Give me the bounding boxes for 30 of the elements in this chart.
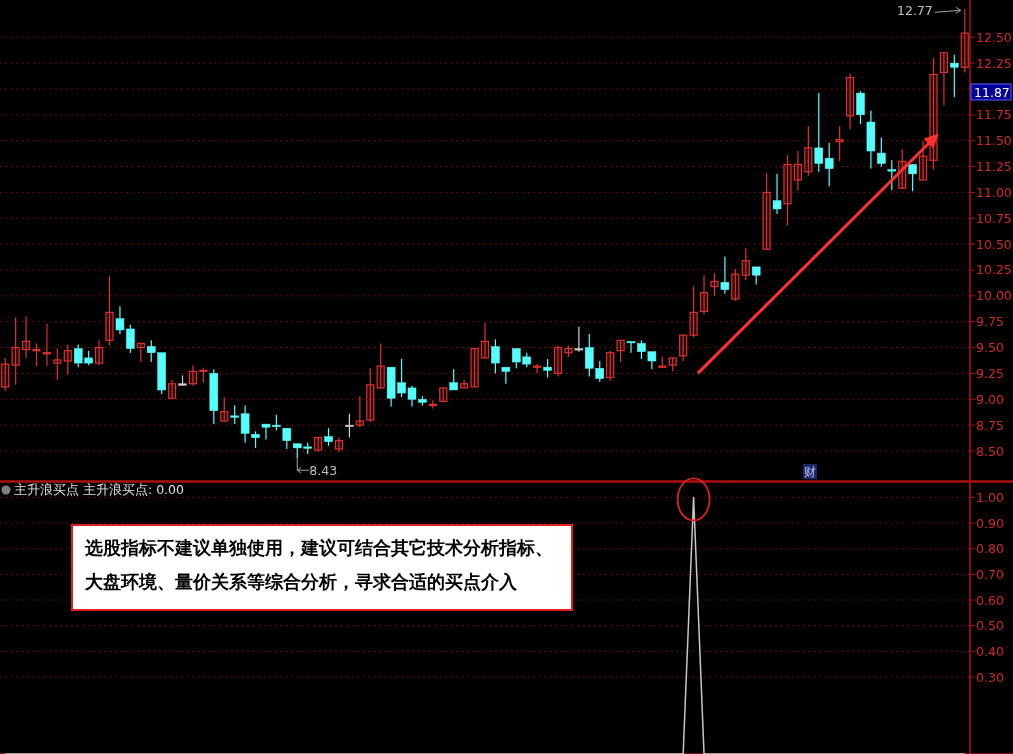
y-tick-label: 10.50: [976, 236, 1012, 252]
y-tick-label: 8.75: [976, 417, 1004, 433]
y-tick-label: 1.00: [976, 489, 1004, 505]
y-tick-label: 11.50: [976, 133, 1012, 149]
y-tick-label: 12.50: [976, 29, 1012, 45]
chart-title: 主升浪买点 主升浪买点: 0.00: [14, 482, 185, 497]
annotation: 8.43: [309, 463, 338, 479]
y-tick-label: 0.60: [976, 592, 1004, 608]
annotation: 12.77: [896, 3, 933, 19]
y-tick-label: 8.50: [976, 443, 1004, 459]
text: 11.87: [974, 85, 1010, 100]
annotation: 财: [804, 465, 816, 479]
annotation: 选股指标不建议单独使用，建议可结合其它技术分析指标、大盘环境、量价关系等综合分析，寻求合适的买点介入: [84, 537, 553, 592]
y-tick-label: 11.00: [976, 184, 1012, 200]
y-tick-label: 10.00: [976, 288, 1012, 304]
y-tick-label: 0.30: [976, 669, 1004, 685]
y-tick-label: 9.25: [976, 365, 1004, 381]
y-tick-label: 10.25: [976, 262, 1012, 278]
y-tick-label: 10.75: [976, 210, 1012, 226]
y-tick-label: 12.25: [976, 55, 1012, 71]
y-tick-label: 9.00: [976, 391, 1004, 407]
y-tick-label: 9.50: [976, 340, 1004, 356]
y-tick-label: 0.50: [976, 618, 1004, 634]
y-tick-label: 11.25: [976, 159, 1012, 175]
y-tick-label: 0.80: [976, 541, 1004, 557]
y-tick-label: 0.90: [976, 515, 1004, 531]
y-tick-label: 11.75: [976, 107, 1012, 123]
y-tick-label: 0.70: [976, 566, 1004, 582]
y-tick-label: 9.75: [976, 314, 1004, 330]
y-tick-label: 0.40: [976, 643, 1004, 659]
